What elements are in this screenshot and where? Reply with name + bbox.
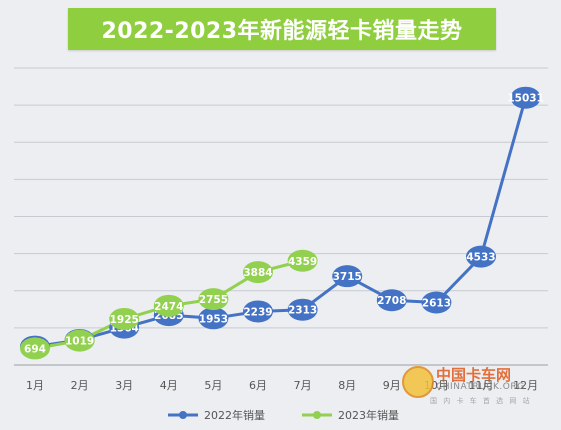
- x-tick-label: 6月: [249, 379, 267, 392]
- x-tick-label: 3月: [115, 379, 133, 392]
- data-label: 1019: [65, 336, 94, 348]
- grid-lines: [14, 67, 548, 366]
- watermark-sub: 国 内 卡 车 首 选 网 站: [430, 397, 532, 405]
- data-point: [109, 307, 140, 330]
- x-tick-label: 12月: [513, 379, 538, 392]
- data-point: [198, 288, 229, 311]
- data-label: 2474: [154, 301, 183, 313]
- data-label: 4359: [288, 256, 317, 268]
- data-point: [198, 307, 229, 330]
- x-tick-label: 1月: [26, 379, 44, 392]
- legend: 2022年销量 2023年销量: [168, 408, 399, 422]
- data-label: 4533: [466, 252, 495, 264]
- legend-label: 2023年销量: [338, 408, 399, 422]
- data-label: 3715: [333, 271, 362, 283]
- watermark-cn: 中国卡车网: [436, 366, 512, 384]
- data-label: 1925: [110, 314, 139, 326]
- data-point: [376, 289, 407, 312]
- legend-marker: [313, 411, 321, 419]
- data-point: [20, 337, 50, 360]
- series-line-0: [34, 97, 528, 349]
- data-label: 2708: [377, 295, 406, 307]
- data-label: 3884: [243, 267, 272, 279]
- series-points: 7711048156420851953223923133715270826134…: [20, 86, 544, 360]
- data-label: 694: [24, 343, 46, 355]
- data-point: [243, 300, 273, 323]
- data-point: [421, 291, 452, 314]
- data-point: [243, 261, 273, 284]
- data-point: [64, 329, 95, 352]
- data-point: [153, 294, 184, 317]
- watermark-logo: 中国卡车网 CHINATRUCK.ORG 国 内 卡 车 首 选 网 站: [400, 360, 550, 410]
- truck-logo-icon: [402, 366, 434, 398]
- data-label: 2313: [288, 305, 317, 317]
- legend-marker: [179, 411, 187, 419]
- data-point: [287, 249, 318, 272]
- data-point: [287, 298, 318, 321]
- x-tick-label: 8月: [338, 379, 356, 392]
- x-tick-label: 9月: [383, 379, 401, 392]
- x-tick-label: 11月: [469, 379, 494, 392]
- series-lines: [34, 97, 528, 350]
- data-point: [510, 86, 541, 109]
- data-label: 1953: [199, 313, 228, 325]
- legend-label: 2022年销量: [204, 408, 265, 422]
- chart-title: 2022-2023年新能源轻卡销量走势: [68, 8, 496, 50]
- data-label: 2239: [243, 306, 272, 318]
- x-tick-label: 4月: [160, 379, 178, 392]
- watermark-en: CHINATRUCK.ORG: [436, 382, 525, 392]
- x-tick-label: 2月: [71, 379, 89, 392]
- data-label: 2613: [422, 298, 451, 310]
- data-label: 15031: [507, 93, 544, 105]
- x-tick-label: 5月: [204, 379, 222, 392]
- data-label: 2755: [199, 294, 228, 306]
- data-point: [466, 245, 496, 268]
- data-point: [332, 265, 363, 288]
- x-tick-label: 7月: [294, 379, 312, 392]
